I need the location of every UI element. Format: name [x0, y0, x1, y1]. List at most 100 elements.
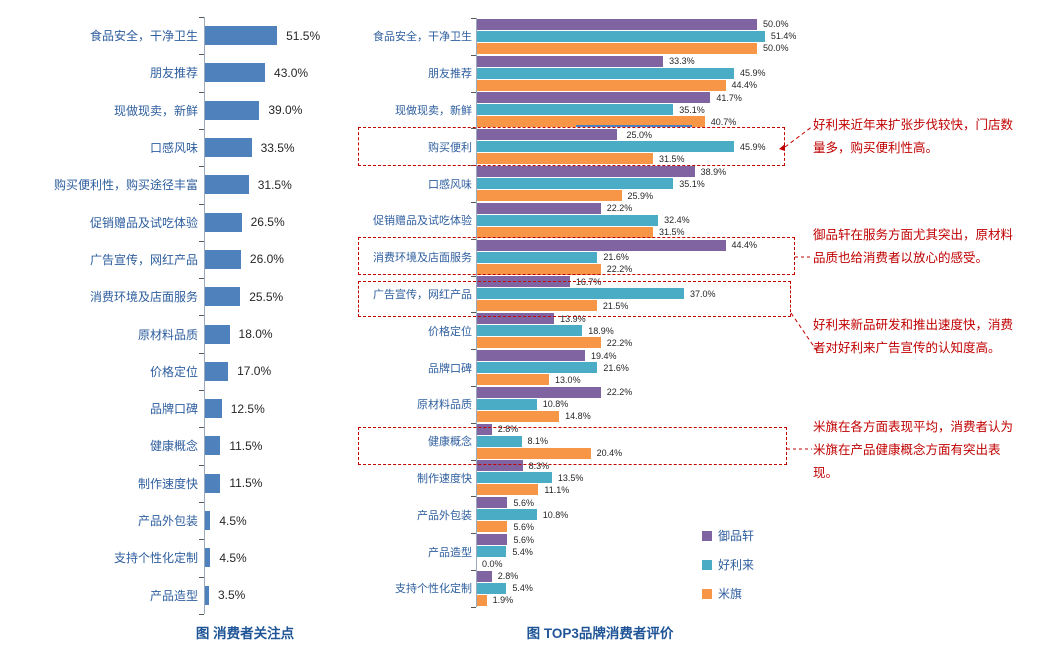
- category-label: 产品造型: [149, 588, 198, 603]
- axis-tick: [199, 166, 204, 168]
- axis-tick: [471, 275, 476, 277]
- bar-group: 38.9% 35.1% 25.9%: [476, 166, 790, 202]
- legend-label: 米旗: [718, 587, 743, 601]
- bar: [204, 26, 278, 46]
- value-label: 1.9%: [492, 595, 514, 606]
- category-label: 食品安全，干净卫生: [89, 29, 198, 44]
- category-label: 品牌口碑: [149, 402, 198, 417]
- axis-tick: [199, 315, 204, 317]
- bar-御品轩: [476, 55, 664, 67]
- chart-row: 支持个性化定制 4.5%: [30, 539, 360, 576]
- value-label: 44.4%: [731, 80, 758, 91]
- axis-tick: [471, 606, 476, 608]
- bar-line: 8.3%: [476, 460, 790, 472]
- chart-row: 品牌口碑 12.5%: [30, 390, 360, 427]
- value-label: 19.4%: [591, 350, 617, 361]
- bar-group: 13.9% 18.9% 22.2%: [476, 313, 790, 349]
- legend-item-好利来: 好利来: [702, 556, 754, 573]
- chart-row: 消费环境及店面服务 25.5%: [30, 278, 360, 315]
- bar-group: 2.8% 5.4% 1.9%: [476, 570, 790, 606]
- category-label: 朋友推荐: [149, 66, 198, 81]
- brand-evaluation-chart: 食品安全，干净卫生 50.0% 51.4% 50.0% 朋友推荐 33.3% 45.9% 44…: [360, 8, 796, 636]
- bar-group: 2.8% 8.1% 20.4%: [476, 423, 790, 459]
- bar-line: 13.5%: [476, 472, 790, 484]
- axis-tick: [199, 427, 204, 429]
- axis-tick: [471, 238, 476, 240]
- axis-tick: [199, 352, 204, 354]
- chart-row: 购买便利性，购买途径丰富 31.5%: [30, 166, 360, 203]
- bar-米旗: [476, 594, 487, 606]
- bar-好利来: [476, 325, 583, 337]
- bar-line: 45.9%: [476, 67, 790, 79]
- category-axis: [476, 18, 477, 607]
- value-label: 14.8%: [565, 411, 591, 422]
- bar: [204, 361, 229, 381]
- bar-好利来: [476, 288, 684, 300]
- chart-row: 广告宣传，网红产品 26.0%: [30, 241, 360, 278]
- bar-好利来: [476, 472, 552, 484]
- value-label: 21.5%: [602, 300, 629, 311]
- bar-line: 5.4%: [476, 546, 790, 558]
- axis-tick: [199, 128, 204, 130]
- value-label: 51.5%: [286, 28, 321, 43]
- bar-米旗: [476, 116, 705, 128]
- bar-line: 5.6%: [476, 521, 790, 533]
- bar-line: 22.2%: [476, 263, 790, 275]
- axis-tick: [199, 390, 204, 391]
- axis-tick: [471, 312, 476, 314]
- value-label: 25.0%: [622, 128, 663, 141]
- bar-line: 35.1%: [476, 178, 790, 190]
- category-label: 促销赠品及试吃体验: [373, 215, 472, 228]
- value-label: 10.8%: [542, 509, 569, 520]
- legend-swatch: [702, 530, 712, 541]
- bar-group: 25.0% 45.9% 31.5%: [476, 125, 790, 165]
- category-label: 制作速度快: [137, 476, 198, 491]
- chart-row: 制作速度快 8.3% 13.5% 11.1%: [360, 460, 790, 497]
- annotation-yupinxuan-service: 御品轩在服务方面尤其突出，原材料品质也给消费者以放心的感受。: [813, 228, 1014, 266]
- chart-row: 原材料品质 18.0%: [30, 315, 360, 352]
- value-label: 0.0%: [482, 558, 503, 569]
- bar-好利来: [476, 546, 507, 558]
- value-label: 31.5%: [257, 177, 292, 192]
- value-label: 26.0%: [249, 252, 284, 267]
- value-label: 20.4%: [596, 448, 623, 459]
- category-label: 口感风味: [428, 178, 472, 191]
- left-chart-title: 图 消费者关注点: [195, 626, 295, 641]
- chart-row: 促销赠品及试吃体验 26.5%: [30, 203, 360, 240]
- bar-御品轩: [476, 129, 617, 141]
- axis-tick: [471, 202, 476, 203]
- axis-tick: [471, 570, 476, 571]
- value-label: 45.9%: [739, 141, 766, 152]
- value-label: 22.2%: [606, 264, 633, 275]
- axis-tick: [471, 54, 476, 56]
- bar-好利来: [476, 141, 734, 153]
- bar-line: 38.9%: [476, 166, 790, 178]
- category-label: 产品外包装: [417, 509, 472, 522]
- bar-group: 44.4% 21.6% 22.2%: [476, 239, 790, 275]
- category-label: 现做现卖，新鲜: [113, 103, 198, 118]
- category-label: 产品造型: [428, 546, 472, 559]
- bar-御品轩: [476, 570, 492, 582]
- axis-tick: [199, 54, 204, 56]
- axis-tick: [471, 459, 476, 461]
- axis-tick: [471, 18, 476, 19]
- bar-line: 51.4%: [476, 30, 796, 42]
- bar-line: 50.0%: [476, 18, 796, 30]
- chart-row: 产品外包装 4.5%: [30, 502, 360, 539]
- category-label: 原材料品质: [417, 399, 472, 412]
- bar: [204, 399, 222, 419]
- axis-tick: [199, 576, 204, 578]
- bar-好利来: [476, 178, 674, 190]
- value-label: 4.5%: [219, 513, 247, 528]
- category-label: 制作速度快: [417, 472, 472, 485]
- bar-line: 10.8%: [476, 509, 790, 521]
- chart-row: 支持个性化定制 2.8% 5.4% 1.9%: [360, 570, 790, 607]
- bar-group: 33.3% 45.9% 44.4%: [476, 55, 790, 91]
- axis-tick: [471, 128, 476, 130]
- bar-御品轩: [476, 92, 711, 104]
- bar-line: 21.6%: [476, 362, 790, 374]
- bar-御品轩: [476, 386, 601, 398]
- bar-group: 50.0% 51.4% 50.0%: [476, 18, 796, 54]
- bar-line: 0.0%: [476, 558, 790, 569]
